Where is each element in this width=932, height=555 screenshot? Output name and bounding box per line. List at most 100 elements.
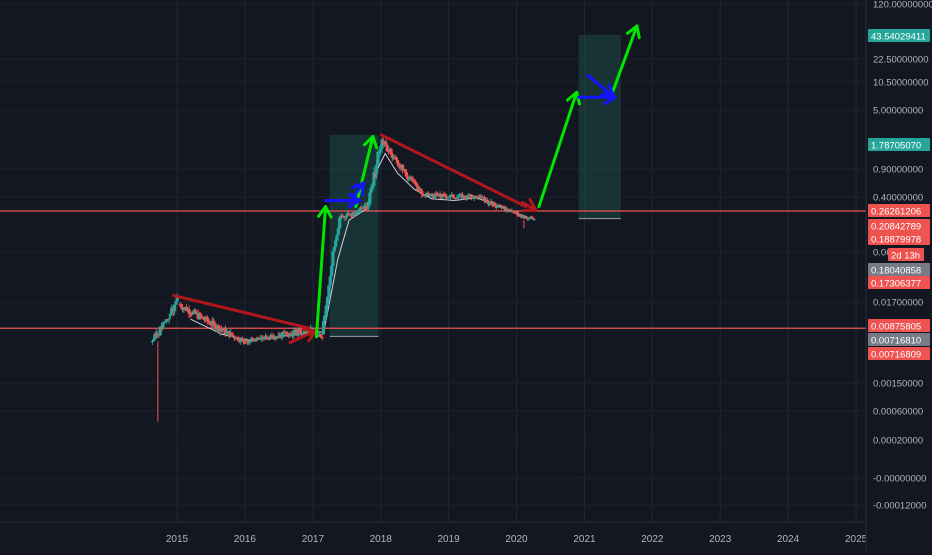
arrow-head (350, 181, 366, 197)
candle-body (212, 320, 216, 324)
candle-body (438, 193, 442, 197)
price-label: 0.00875805 (871, 322, 921, 333)
trendline (379, 133, 528, 209)
price-label: 0.18040858 (871, 266, 921, 277)
candle-body (375, 164, 379, 174)
candle-body (463, 195, 467, 198)
candle-body (485, 199, 489, 202)
candle-body (372, 172, 376, 186)
candle-body (411, 178, 415, 182)
candle-body (527, 218, 531, 220)
candle-body (341, 215, 346, 218)
candle-body (356, 210, 360, 213)
candle-body (280, 332, 284, 338)
price-label: 2d 13h (891, 251, 920, 262)
projection-box (578, 34, 621, 219)
arrow-shaft (314, 205, 328, 339)
candle-body (247, 342, 251, 344)
candle-body (451, 194, 455, 198)
candle-body (448, 195, 453, 198)
y-tick-label: 0.40000000 (873, 193, 923, 204)
price-label: 0.00716810 (871, 336, 921, 347)
candle-body (412, 181, 416, 183)
candle-body (321, 321, 326, 335)
candle-body (301, 333, 305, 335)
x-tick-label: 2020 (505, 534, 528, 545)
candle-body (320, 337, 324, 339)
candle-body (482, 198, 487, 201)
candle-body (150, 340, 155, 342)
candle-body (206, 321, 211, 323)
candle-body (236, 337, 240, 341)
candle-body (380, 139, 384, 149)
candle-body (377, 151, 381, 153)
candle-body (191, 311, 195, 315)
price-label: 1.78705070 (871, 141, 921, 152)
x-tick-label: 2019 (437, 534, 460, 545)
price-label-box (868, 263, 930, 276)
candle-body (493, 202, 497, 206)
candle-body (465, 195, 470, 199)
candle-body (473, 195, 477, 197)
candle-body (270, 335, 274, 337)
price-label-box (868, 276, 930, 289)
candle-body (347, 213, 351, 215)
candle-body (397, 163, 401, 166)
candle-body (265, 336, 269, 338)
candle-body (161, 323, 165, 329)
x-tick-label: 2018 (370, 534, 393, 545)
candle-body (349, 215, 354, 217)
candle-body (413, 182, 418, 185)
price-label: 0.20842789 (871, 222, 921, 233)
candle-body (481, 197, 485, 199)
candle-body (458, 194, 462, 197)
candle-body (175, 297, 179, 302)
candle-body (525, 217, 530, 220)
candle-body (384, 141, 388, 145)
arrow-shaft (288, 329, 317, 344)
arrow-shaft (537, 90, 579, 209)
candle-body (480, 196, 484, 198)
candle-body (241, 339, 246, 342)
candle-body (422, 195, 427, 197)
y-tick-label: -0.00012000 (873, 501, 926, 512)
candle-body (389, 148, 393, 155)
drawings (172, 24, 641, 344)
candle-body (319, 333, 323, 338)
candle-body (359, 207, 363, 210)
y-tick-label: 22.50000000 (873, 55, 928, 66)
candle-body (243, 341, 247, 344)
candle-body (323, 315, 327, 322)
candle-body (152, 339, 156, 341)
candle-body (256, 338, 260, 340)
candle-body (182, 308, 186, 310)
candle-body (362, 206, 367, 209)
candle-body (426, 193, 430, 196)
candle-body (455, 197, 459, 199)
candle-body (336, 228, 340, 236)
candle-body (266, 337, 270, 339)
candle-body (495, 206, 500, 208)
candle-body (328, 276, 332, 286)
candle-body (288, 333, 292, 337)
y-tick-label: 0.06 (873, 248, 892, 259)
arrow-head (566, 90, 581, 106)
grid-lines (0, 0, 866, 522)
arrow-head (522, 198, 538, 213)
x-tick-label: 2015 (166, 534, 189, 545)
price-label-box (868, 319, 930, 332)
candle-body (532, 218, 536, 220)
candle-body (166, 319, 170, 321)
candle-body (230, 332, 234, 336)
candle-body (213, 323, 217, 330)
y-tick-label: 0.01700000 (873, 298, 923, 309)
candle-body (184, 307, 189, 311)
candle-body (239, 338, 243, 342)
x-tick-label: 2017 (302, 534, 325, 545)
y-tick-label: 120.00000000 (873, 0, 932, 11)
candle-body (289, 333, 293, 335)
candle-body (406, 176, 410, 180)
